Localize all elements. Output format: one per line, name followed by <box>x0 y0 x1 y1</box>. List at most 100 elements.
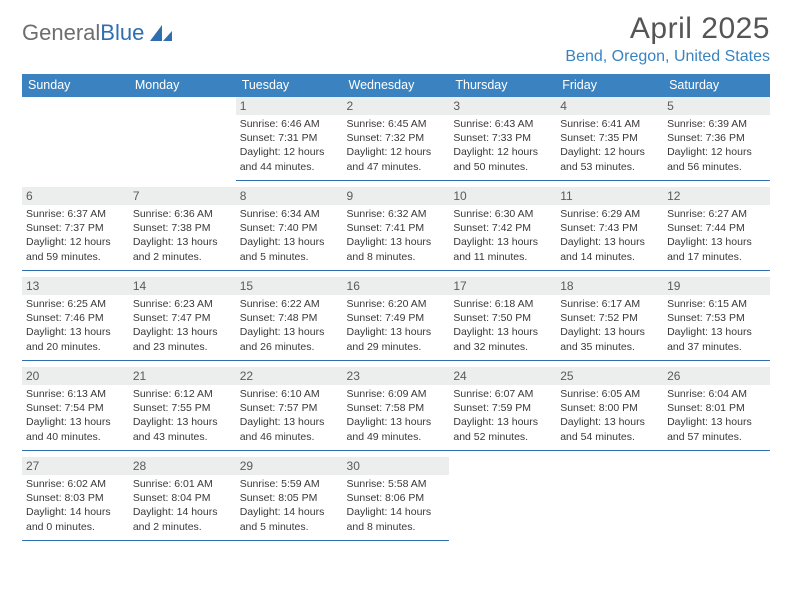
day-cell-10: 10 Sunrise: 6:30 AMSunset: 7:42 PMDayligh… <box>449 187 556 271</box>
day-cell-22: 22Sunrise: 6:10 AMSunset: 7:57 PMDayligh… <box>236 367 343 451</box>
day-info: Sunrise: 6:41 AMSunset: 7:35 PMDaylight:… <box>560 117 659 174</box>
month-title: April 2025 <box>565 12 770 46</box>
day-number: 3 <box>449 97 556 115</box>
day: 14Sunrise: 6:23 AMSunset: 7:47 PMDayligh… <box>129 277 236 361</box>
empty-cell <box>663 457 770 541</box>
day: 11 Sunrise: 6:29 AMSunset: 7:43 PMDayligh… <box>556 187 663 271</box>
day-info: Sunrise: 6:45 AMSunset: 7:32 PMDaylight:… <box>347 117 446 174</box>
day-cell-25: 25 Sunrise: 6:05 AMSunset: 8:00 PMDayligh… <box>556 367 663 451</box>
day-cell-9: 9 Sunrise: 6:32 AMSunset: 7:41 PMDaylight… <box>343 187 450 271</box>
day-cell-5: 5Sunrise: 6:39 AMSunset: 7:36 PMDaylight… <box>663 97 770 181</box>
day-cell-28: 28 Sunrise: 6:01 AMSunset: 8:04 PMDayligh… <box>129 457 236 541</box>
day-info: Sunrise: 6:07 AMSunset: 7:59 PMDaylight:… <box>453 387 552 444</box>
day-cell-27: 27 Sunrise: 6:02 AMSunset: 8:03 PMDayligh… <box>22 457 129 541</box>
day: 15Sunrise: 6:22 AMSunset: 7:48 PMDayligh… <box>236 277 343 361</box>
day-info: Sunrise: 6:01 AMSunset: 8:04 PMDaylight:… <box>133 477 232 534</box>
logo-word2: Blue <box>100 20 144 45</box>
day-info: Sunrise: 6:05 AMSunset: 8:00 PMDaylight:… <box>560 387 659 444</box>
day-number: 18 <box>556 277 663 295</box>
day: 13Sunrise: 6:25 AMSunset: 7:46 PMDayligh… <box>22 277 129 361</box>
day-info: Sunrise: 6:30 AMSunset: 7:42 PMDaylight:… <box>453 207 552 264</box>
day-info: Sunrise: 6:10 AMSunset: 7:57 PMDaylight:… <box>240 387 339 444</box>
calendar: SundayMondayTuesdayWednesdayThursdayFrid… <box>22 74 770 541</box>
day-cell-1: 1 Sunrise: 6:46 AMSunset: 7:31 PMDaylight… <box>236 97 343 181</box>
day-cell-7: 7Sunrise: 6:36 AMSunset: 7:38 PMDaylight… <box>129 187 236 271</box>
day: 30Sunrise: 5:58 AMSunset: 8:06 PMDayligh… <box>343 457 450 541</box>
day-number: 15 <box>236 277 343 295</box>
day: 28 Sunrise: 6:01 AMSunset: 8:04 PMDayligh… <box>129 457 236 541</box>
empty-cell <box>22 97 129 181</box>
day-number: 9 <box>343 187 450 205</box>
day-cell-20: 20Sunrise: 6:13 AMSunset: 7:54 PMDayligh… <box>22 367 129 451</box>
day-cell-6: 6Sunrise: 6:37 AMSunset: 7:37 PMDaylight… <box>22 187 129 271</box>
day-info: Sunrise: 6:32 AMSunset: 7:41 PMDaylight:… <box>347 207 446 264</box>
day: 17 Sunrise: 6:18 AMSunset: 7:50 PMDayligh… <box>449 277 556 361</box>
day-cell-17: 17 Sunrise: 6:18 AMSunset: 7:50 PMDayligh… <box>449 277 556 361</box>
weekday-header: SundayMondayTuesdayWednesdayThursdayFrid… <box>22 74 770 97</box>
day-cell-2: 2 Sunrise: 6:45 AMSunset: 7:32 PMDaylight… <box>343 97 450 181</box>
day-info: Sunrise: 6:43 AMSunset: 7:33 PMDaylight:… <box>453 117 552 174</box>
day-info: Sunrise: 6:27 AMSunset: 7:44 PMDaylight:… <box>667 207 766 264</box>
day: 20Sunrise: 6:13 AMSunset: 7:54 PMDayligh… <box>22 367 129 451</box>
day: 8Sunrise: 6:34 AMSunset: 7:40 PMDaylight… <box>236 187 343 271</box>
day: 22Sunrise: 6:10 AMSunset: 7:57 PMDayligh… <box>236 367 343 451</box>
day-number: 26 <box>663 367 770 385</box>
day-info: Sunrise: 6:29 AMSunset: 7:43 PMDaylight:… <box>560 207 659 264</box>
day-number: 24 <box>449 367 556 385</box>
day-number: 20 <box>22 367 129 385</box>
week-row: 13Sunrise: 6:25 AMSunset: 7:46 PMDayligh… <box>22 277 770 361</box>
weekday-sunday: Sunday <box>22 74 129 97</box>
day: 12Sunrise: 6:27 AMSunset: 7:44 PMDayligh… <box>663 187 770 271</box>
day-number: 16 <box>343 277 450 295</box>
logo-word1: General <box>22 20 100 45</box>
day-cell-3: 3 Sunrise: 6:43 AMSunset: 7:33 PMDaylight… <box>449 97 556 181</box>
heading: April 2025 Bend, Oregon, United States <box>565 12 770 66</box>
day-cell-23: 23Sunrise: 6:09 AMSunset: 7:58 PMDayligh… <box>343 367 450 451</box>
day-info: Sunrise: 6:23 AMSunset: 7:47 PMDaylight:… <box>133 297 232 354</box>
day-number: 30 <box>343 457 450 475</box>
day-info: Sunrise: 5:59 AMSunset: 8:05 PMDaylight:… <box>240 477 339 534</box>
day-info: Sunrise: 6:09 AMSunset: 7:58 PMDaylight:… <box>347 387 446 444</box>
day-number: 1 <box>236 97 343 115</box>
day: 5Sunrise: 6:39 AMSunset: 7:36 PMDaylight… <box>663 97 770 181</box>
day: 29 Sunrise: 5:59 AMSunset: 8:05 PMDayligh… <box>236 457 343 541</box>
day: 3 Sunrise: 6:43 AMSunset: 7:33 PMDaylight… <box>449 97 556 181</box>
day-cell-8: 8Sunrise: 6:34 AMSunset: 7:40 PMDaylight… <box>236 187 343 271</box>
week-row: 6Sunrise: 6:37 AMSunset: 7:37 PMDaylight… <box>22 187 770 271</box>
day-number: 29 <box>236 457 343 475</box>
day-number: 27 <box>22 457 129 475</box>
day-number: 8 <box>236 187 343 205</box>
day-cell-19: 19 Sunrise: 6:15 AMSunset: 7:53 PMDayligh… <box>663 277 770 361</box>
day-number: 17 <box>449 277 556 295</box>
week-row: 1 Sunrise: 6:46 AMSunset: 7:31 PMDaylight… <box>22 97 770 181</box>
day-info: Sunrise: 6:15 AMSunset: 7:53 PMDaylight:… <box>667 297 766 354</box>
day: 25 Sunrise: 6:05 AMSunset: 8:00 PMDayligh… <box>556 367 663 451</box>
day: 18 Sunrise: 6:17 AMSunset: 7:52 PMDayligh… <box>556 277 663 361</box>
logo-text: GeneralBlue <box>22 20 144 46</box>
day-number: 25 <box>556 367 663 385</box>
day-number: 19 <box>663 277 770 295</box>
day-number: 10 <box>449 187 556 205</box>
day: 23Sunrise: 6:09 AMSunset: 7:58 PMDayligh… <box>343 367 450 451</box>
day-number: 11 <box>556 187 663 205</box>
day-cell-29: 29 Sunrise: 5:59 AMSunset: 8:05 PMDayligh… <box>236 457 343 541</box>
day-number: 6 <box>22 187 129 205</box>
day-info: Sunrise: 6:25 AMSunset: 7:46 PMDaylight:… <box>26 297 125 354</box>
day-number: 28 <box>129 457 236 475</box>
day-info: Sunrise: 6:18 AMSunset: 7:50 PMDaylight:… <box>453 297 552 354</box>
day: 16Sunrise: 6:20 AMSunset: 7:49 PMDayligh… <box>343 277 450 361</box>
day-cell-18: 18 Sunrise: 6:17 AMSunset: 7:52 PMDayligh… <box>556 277 663 361</box>
empty-cell <box>129 97 236 181</box>
day-number: 7 <box>129 187 236 205</box>
day: 9 Sunrise: 6:32 AMSunset: 7:41 PMDaylight… <box>343 187 450 271</box>
day-info: Sunrise: 6:02 AMSunset: 8:03 PMDaylight:… <box>26 477 125 534</box>
day-info: Sunrise: 6:46 AMSunset: 7:31 PMDaylight:… <box>240 117 339 174</box>
logo: GeneralBlue <box>22 12 174 46</box>
day-cell-4: 4Sunrise: 6:41 AMSunset: 7:35 PMDaylight… <box>556 97 663 181</box>
day-cell-24: 24 Sunrise: 6:07 AMSunset: 7:59 PMDayligh… <box>449 367 556 451</box>
day: 26Sunrise: 6:04 AMSunset: 8:01 PMDayligh… <box>663 367 770 451</box>
day-info: Sunrise: 6:17 AMSunset: 7:52 PMDaylight:… <box>560 297 659 354</box>
day-number: 2 <box>343 97 450 115</box>
empty-cell <box>556 457 663 541</box>
day-cell-15: 15Sunrise: 6:22 AMSunset: 7:48 PMDayligh… <box>236 277 343 361</box>
